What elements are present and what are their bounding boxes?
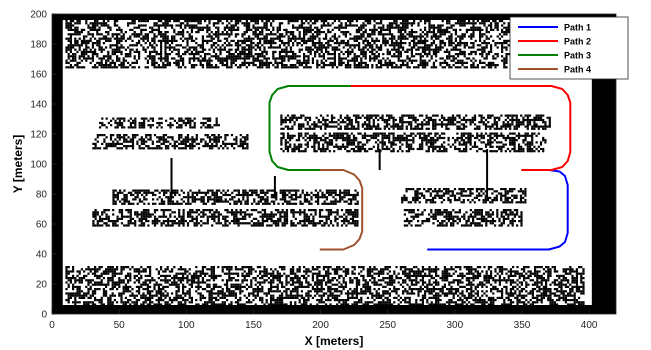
x-tick-label: 50 — [114, 320, 126, 331]
parked-cars-row — [92, 134, 249, 150]
parked-cars-row — [280, 132, 547, 153]
x-tick-label: 200 — [312, 320, 329, 331]
parked-cars-row — [92, 209, 359, 227]
parked-cars-row — [99, 117, 220, 129]
legend-label-path-2: Path 2 — [564, 37, 591, 47]
x-tick-label: 250 — [379, 320, 396, 331]
y-tick-label: 180 — [30, 40, 47, 51]
boundary-wall — [52, 14, 616, 20]
legend-label-path-4: Path 4 — [564, 65, 591, 75]
y-tick-label: 200 — [30, 10, 47, 21]
boundary-wall — [52, 305, 616, 314]
legend-label-path-1: Path 1 — [564, 23, 591, 33]
barrier-post — [170, 158, 173, 199]
paths-layer — [268, 85, 572, 251]
y-tick-label: 40 — [36, 250, 48, 261]
x-axis-label: X [meters] — [305, 334, 364, 348]
x-tick-label: 0 — [49, 320, 55, 331]
legend: Path 1 Path 2 Path 3 Path 4 — [509, 16, 629, 80]
ticks-layer: 0 50 100 150 200 250 300 350 400 0 20 40 60 80 100 120 1… — [30, 10, 598, 332]
barrier-post — [378, 149, 381, 170]
path-3-line — [268, 85, 352, 171]
x-tick-label: 350 — [514, 320, 531, 331]
parked-cars-row — [401, 188, 527, 204]
y-tick-label: 140 — [30, 100, 47, 111]
y-tick-label: 80 — [36, 190, 48, 201]
x-tick-label: 150 — [245, 320, 262, 331]
x-tick-label: 300 — [447, 320, 464, 331]
parked-cars-row — [65, 266, 585, 306]
parked-cars-row — [403, 209, 523, 227]
x-tick-label: 400 — [581, 320, 598, 331]
y-tick-label: 120 — [30, 130, 47, 141]
y-tick-label: 60 — [36, 220, 48, 231]
path-1-line — [427, 169, 569, 251]
x-tick-label: 100 — [178, 320, 195, 331]
y-tick-label: 20 — [36, 280, 48, 291]
legend-label-path-3: Path 3 — [564, 51, 591, 61]
barrier-post — [486, 149, 489, 197]
boundary-wall — [52, 14, 63, 314]
path-4-line — [319, 169, 364, 251]
y-tick-label: 0 — [41, 310, 47, 321]
y-tick-label: 160 — [30, 70, 47, 81]
path-2-line — [349, 85, 572, 171]
parked-cars-row — [280, 114, 551, 130]
y-axis-label: Y [meters] — [11, 135, 25, 193]
y-tick-label: 100 — [30, 160, 47, 171]
barrier-post — [273, 176, 276, 199]
parked-cars-row — [112, 189, 359, 205]
